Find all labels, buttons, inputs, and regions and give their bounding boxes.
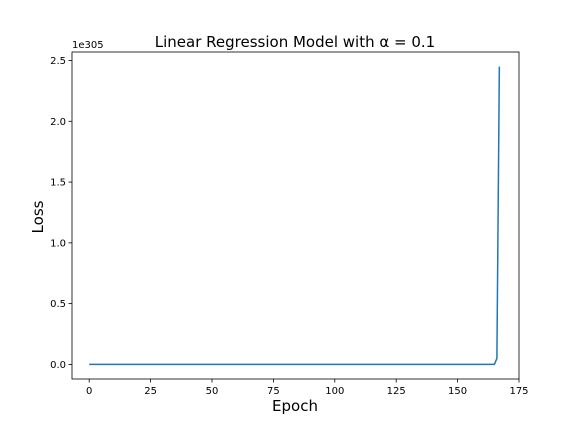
plot-area [71, 51, 520, 380]
x-tick-label: 150 [448, 386, 467, 397]
y-axis-offset-text: 1e305 [72, 40, 104, 51]
chart-title: Linear Regression Model with α = 0.1 [155, 33, 435, 51]
y-axis-label: Loss [29, 200, 47, 233]
y-tick-label: 0.0 [50, 360, 66, 371]
y-tick-label: 2.5 [50, 56, 66, 67]
plot-frame [71, 51, 520, 380]
y-tick-label: 2.0 [50, 117, 66, 128]
x-tick-label: 25 [144, 386, 157, 397]
y-tick-label: 0.5 [50, 299, 66, 310]
x-tick-label: 75 [267, 386, 280, 397]
x-tick-label: 0 [86, 386, 92, 397]
x-axis: 0 25 50 75 100 125 150 175 [86, 379, 529, 397]
y-tick-label: 1.0 [50, 238, 66, 249]
y-tick-label: 1.5 [50, 178, 66, 189]
series-line [89, 66, 501, 366]
x-axis-label: Epoch [272, 397, 318, 415]
series-layer [89, 66, 501, 366]
y-axis: 0.0 0.5 1.0 1.5 2.0 2.5 [50, 56, 72, 371]
x-tick-label: 125 [387, 386, 406, 397]
x-tick-label: 100 [325, 386, 344, 397]
x-tick-label: 175 [509, 386, 528, 397]
x-tick-label: 50 [206, 386, 219, 397]
